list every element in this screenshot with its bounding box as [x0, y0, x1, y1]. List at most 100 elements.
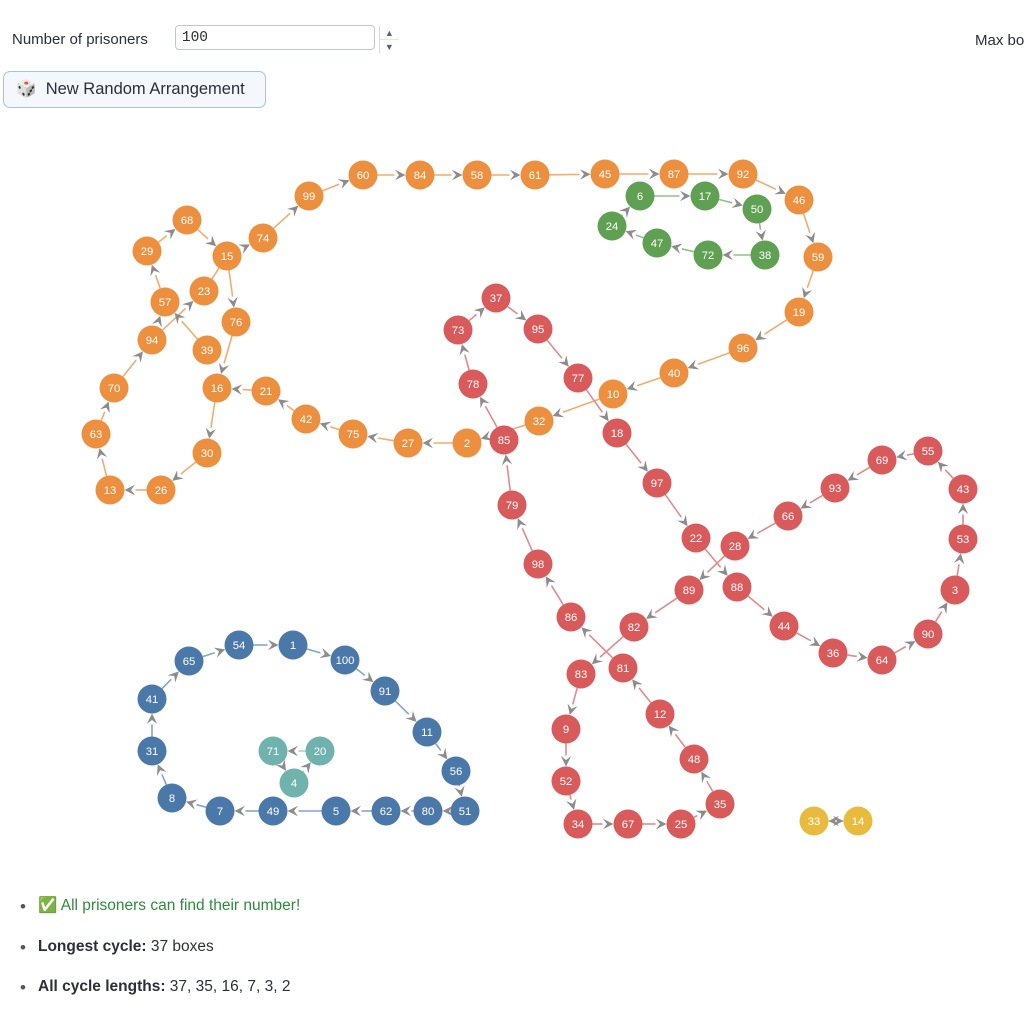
svg-text:39: 39 — [201, 345, 214, 357]
svg-text:6: 6 — [637, 191, 643, 203]
svg-text:82: 82 — [628, 622, 641, 634]
svg-text:46: 46 — [793, 195, 806, 207]
svg-text:98: 98 — [532, 559, 545, 571]
svg-text:63: 63 — [90, 429, 103, 441]
svg-text:51: 51 — [459, 806, 472, 818]
svg-text:10: 10 — [607, 389, 620, 401]
svg-text:45: 45 — [599, 169, 612, 181]
svg-text:67: 67 — [622, 819, 635, 831]
svg-text:96: 96 — [737, 343, 750, 355]
svg-text:15: 15 — [221, 251, 234, 263]
svg-text:78: 78 — [467, 379, 480, 391]
svg-text:41: 41 — [146, 694, 159, 706]
svg-text:52: 52 — [560, 776, 573, 788]
svg-text:34: 34 — [572, 819, 585, 831]
svg-text:11: 11 — [421, 727, 433, 739]
svg-text:38: 38 — [759, 250, 772, 262]
svg-text:99: 99 — [303, 191, 316, 203]
svg-text:47: 47 — [651, 238, 664, 250]
svg-text:66: 66 — [782, 511, 795, 523]
svg-text:50: 50 — [751, 204, 764, 216]
svg-text:12: 12 — [654, 709, 667, 721]
svg-text:89: 89 — [683, 585, 696, 597]
svg-text:40: 40 — [668, 368, 681, 380]
svg-text:97: 97 — [651, 478, 664, 490]
svg-text:72: 72 — [702, 250, 715, 262]
svg-text:42: 42 — [300, 414, 313, 426]
svg-text:13: 13 — [104, 485, 117, 497]
svg-text:76: 76 — [230, 317, 243, 329]
svg-text:85: 85 — [498, 435, 511, 447]
svg-text:27: 27 — [402, 438, 415, 450]
svg-text:9: 9 — [563, 724, 569, 736]
svg-text:91: 91 — [379, 686, 392, 698]
svg-text:59: 59 — [812, 252, 825, 264]
svg-text:49: 49 — [267, 806, 280, 818]
svg-text:86: 86 — [565, 612, 578, 624]
svg-text:36: 36 — [827, 648, 840, 660]
svg-text:54: 54 — [233, 640, 246, 652]
svg-text:7: 7 — [217, 806, 223, 818]
svg-text:88: 88 — [731, 582, 744, 594]
svg-text:2: 2 — [464, 438, 470, 450]
svg-text:8: 8 — [169, 793, 175, 805]
svg-text:43: 43 — [957, 484, 970, 496]
svg-text:92: 92 — [737, 169, 750, 181]
svg-text:20: 20 — [314, 746, 327, 758]
svg-text:61: 61 — [529, 170, 542, 182]
svg-text:90: 90 — [922, 629, 935, 641]
svg-text:75: 75 — [347, 429, 360, 441]
svg-text:29: 29 — [141, 246, 154, 258]
svg-text:24: 24 — [606, 221, 619, 233]
svg-text:73: 73 — [452, 325, 465, 337]
svg-text:74: 74 — [257, 233, 270, 245]
svg-text:22: 22 — [690, 533, 703, 545]
svg-text:77: 77 — [572, 373, 585, 385]
svg-text:83: 83 — [575, 669, 588, 681]
svg-text:69: 69 — [876, 455, 889, 467]
svg-text:81: 81 — [617, 663, 630, 675]
svg-text:87: 87 — [668, 169, 681, 181]
svg-text:64: 64 — [876, 655, 889, 667]
svg-text:17: 17 — [699, 191, 712, 203]
svg-text:100: 100 — [336, 655, 355, 667]
svg-text:18: 18 — [611, 428, 624, 440]
svg-text:33: 33 — [808, 816, 821, 828]
svg-text:4: 4 — [291, 778, 297, 790]
svg-text:16: 16 — [211, 383, 224, 395]
svg-text:84: 84 — [414, 170, 427, 182]
svg-text:95: 95 — [532, 324, 545, 336]
svg-text:62: 62 — [380, 806, 393, 818]
svg-text:71: 71 — [267, 746, 280, 758]
svg-text:3: 3 — [952, 585, 958, 597]
svg-text:44: 44 — [778, 621, 791, 633]
svg-text:26: 26 — [155, 485, 168, 497]
svg-text:37: 37 — [490, 293, 503, 305]
svg-text:5: 5 — [333, 806, 339, 818]
svg-text:53: 53 — [957, 534, 970, 546]
svg-text:60: 60 — [357, 170, 370, 182]
svg-text:32: 32 — [533, 416, 546, 428]
svg-text:55: 55 — [922, 446, 935, 458]
svg-text:79: 79 — [506, 500, 519, 512]
svg-text:14: 14 — [852, 816, 865, 828]
svg-text:56: 56 — [450, 766, 463, 778]
svg-text:57: 57 — [159, 297, 172, 309]
svg-text:68: 68 — [181, 215, 194, 227]
svg-text:48: 48 — [688, 754, 701, 766]
svg-text:94: 94 — [146, 335, 159, 347]
svg-text:23: 23 — [198, 286, 211, 298]
svg-text:19: 19 — [793, 307, 806, 319]
svg-text:21: 21 — [260, 386, 273, 398]
svg-text:31: 31 — [146, 746, 159, 758]
svg-text:35: 35 — [714, 799, 727, 811]
svg-text:70: 70 — [108, 383, 121, 395]
svg-text:65: 65 — [183, 656, 196, 668]
svg-text:80: 80 — [422, 806, 435, 818]
svg-text:93: 93 — [829, 483, 842, 495]
svg-text:30: 30 — [201, 448, 214, 460]
svg-text:1: 1 — [290, 640, 296, 652]
svg-text:58: 58 — [471, 170, 484, 182]
svg-text:28: 28 — [729, 541, 742, 553]
svg-text:25: 25 — [675, 819, 688, 831]
